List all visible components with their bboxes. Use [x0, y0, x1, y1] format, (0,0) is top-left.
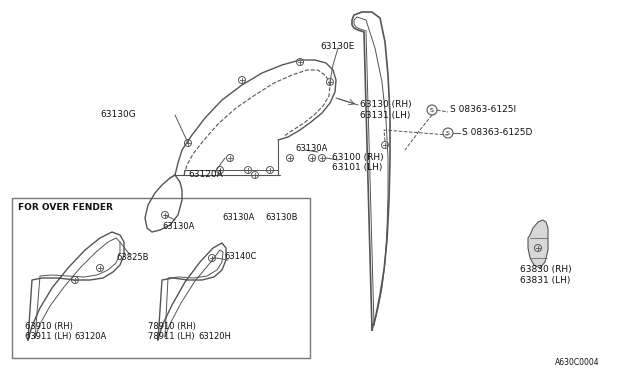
Text: 63130A: 63130A — [162, 222, 195, 231]
Text: 63120H: 63120H — [198, 332, 231, 341]
Text: FOR OVER FENDER: FOR OVER FENDER — [18, 203, 113, 212]
Text: 63130 (RH): 63130 (RH) — [360, 100, 412, 109]
Text: 63130E: 63130E — [320, 42, 355, 51]
Text: 63910 (RH): 63910 (RH) — [25, 322, 73, 331]
Text: S 08363-6125D: S 08363-6125D — [462, 128, 532, 137]
Text: 78911 (LH): 78911 (LH) — [148, 332, 195, 341]
Text: 63830 (RH): 63830 (RH) — [520, 265, 572, 274]
Text: 63130B: 63130B — [265, 213, 298, 222]
Text: 63130A: 63130A — [222, 213, 254, 222]
Text: 78910 (RH): 78910 (RH) — [148, 322, 196, 331]
Text: 63131 (LH): 63131 (LH) — [360, 111, 410, 120]
Text: 63911 (LH): 63911 (LH) — [25, 332, 72, 341]
Bar — [12, 198, 310, 358]
Text: S: S — [430, 108, 434, 112]
Text: S: S — [446, 131, 450, 135]
Text: 63101 (LH): 63101 (LH) — [332, 163, 382, 172]
Text: 63120A: 63120A — [74, 332, 106, 341]
Text: 63140C: 63140C — [224, 252, 257, 261]
Text: S 08363-6125I: S 08363-6125I — [450, 105, 516, 114]
Text: 63100 (RH): 63100 (RH) — [332, 153, 383, 162]
Text: 63831 (LH): 63831 (LH) — [520, 276, 570, 285]
Text: 63120A: 63120A — [188, 170, 223, 179]
Polygon shape — [528, 220, 548, 268]
Text: A630C0004: A630C0004 — [555, 358, 600, 367]
Text: 63130G: 63130G — [100, 110, 136, 119]
Text: 63130A: 63130A — [295, 144, 328, 153]
Text: 63825B: 63825B — [116, 253, 148, 262]
